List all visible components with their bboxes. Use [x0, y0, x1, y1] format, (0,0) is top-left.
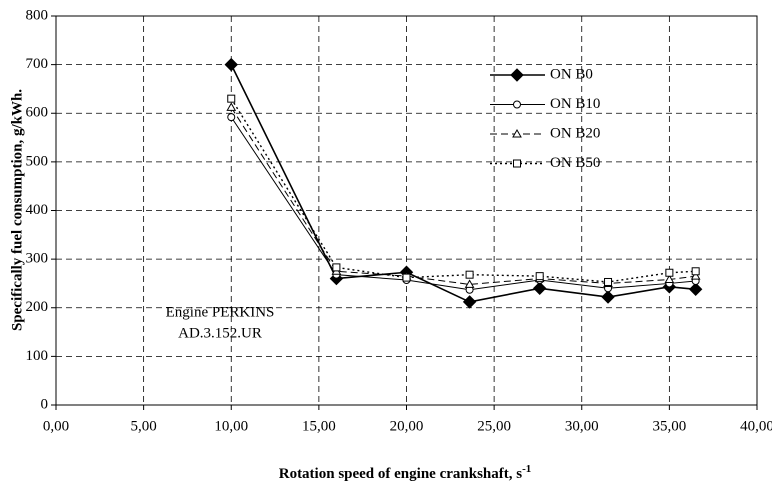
x-tick-label: 10,00 [214, 418, 248, 434]
y-tick-label: 600 [26, 105, 49, 121]
plot-frame [55, 15, 758, 406]
y-tick-label: 300 [26, 251, 49, 267]
annotation: AD.3.152.UR [178, 325, 262, 341]
y-tick-label: 200 [26, 299, 49, 315]
y-tick-label: 100 [26, 348, 49, 364]
marker [462, 295, 477, 309]
marker [601, 290, 615, 304]
legend-label: ON B0 [550, 66, 593, 82]
marker [665, 268, 674, 277]
annotation: Engine PERKINS [166, 304, 275, 320]
x-tick-label: 20,00 [390, 418, 424, 434]
y-tick-label: 0 [41, 396, 49, 412]
legend-marker [510, 68, 524, 82]
marker [465, 270, 474, 279]
marker [535, 272, 544, 281]
marker [532, 281, 547, 296]
legend-label: ON B20 [550, 125, 600, 141]
legend-label: ON B10 [550, 96, 600, 112]
x-tick-label: 15,00 [302, 418, 336, 434]
series-line [230, 107, 696, 285]
x-tick-label: 35,00 [653, 418, 687, 434]
legend-label: ON B50 [550, 155, 600, 171]
marker [604, 277, 613, 286]
x-tick-label: 0,00 [43, 418, 69, 434]
marker [332, 263, 341, 272]
series-line [230, 98, 696, 283]
marker [224, 57, 238, 72]
legend-marker [512, 128, 522, 138]
marker [664, 274, 675, 284]
y-tick-label: 800 [26, 7, 49, 23]
marker [227, 113, 236, 122]
marker [690, 271, 701, 280]
marker [464, 279, 475, 288]
legend-marker [513, 159, 521, 168]
x-tick-label: 5,00 [131, 418, 157, 434]
legend-marker [513, 100, 521, 109]
y-axis-label: Specifically fuel consumption, g/kWh. [9, 89, 25, 331]
x-tick-label: 30,00 [565, 418, 599, 434]
y-tick-label: 400 [26, 202, 49, 218]
marker [227, 94, 236, 103]
y-tick-label: 500 [26, 153, 49, 169]
x-tick-label: 40,00 [740, 418, 772, 434]
x-tick-label: 25,00 [477, 418, 511, 434]
marker [688, 282, 703, 296]
series-line [230, 64, 696, 303]
x-axis-label: Rotation speed of engine crankshaft, s-1 [279, 463, 532, 483]
x-label-text: Rotation speed of engine crankshaft, s [279, 466, 523, 482]
marker [226, 102, 237, 111]
marker [691, 267, 700, 276]
x-label-sup: -1 [522, 463, 531, 475]
series-line [230, 116, 696, 291]
marker [402, 273, 411, 282]
y-tick-label: 700 [26, 56, 49, 72]
